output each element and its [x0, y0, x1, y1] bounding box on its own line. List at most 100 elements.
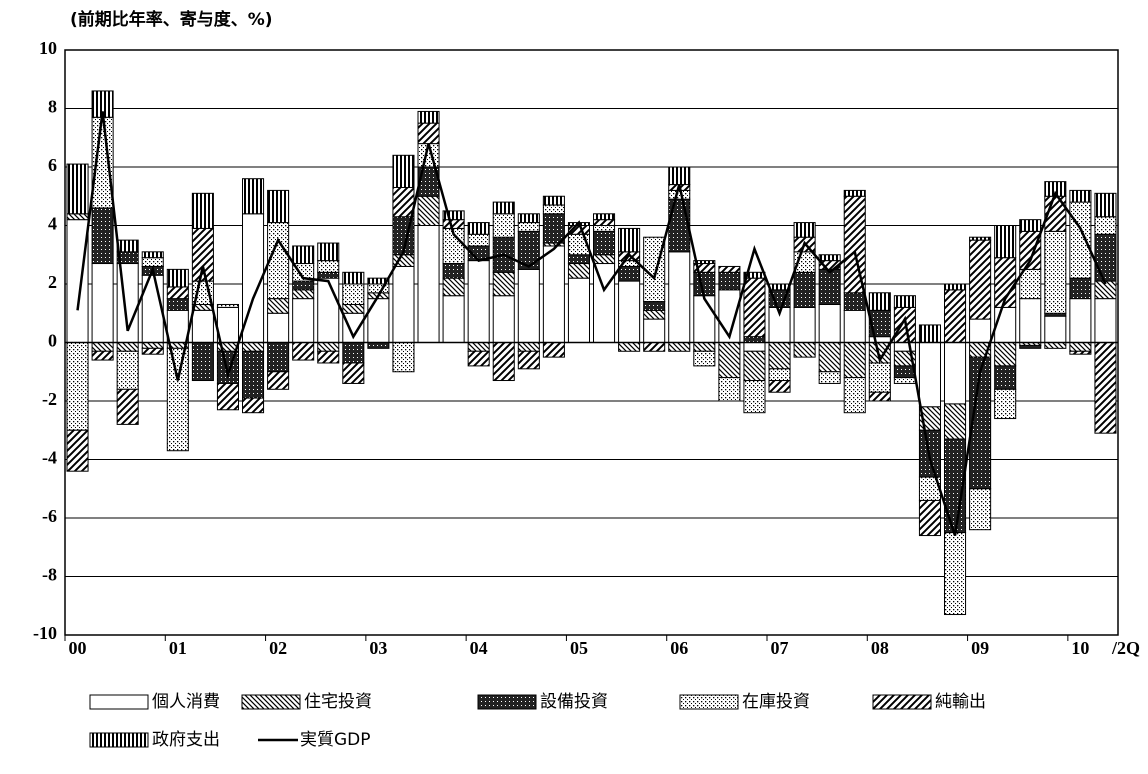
- bar-segment: [768, 368, 791, 382]
- bar-segment: [417, 110, 440, 124]
- bar-segment: [1019, 230, 1042, 270]
- bar-segment: [141, 251, 164, 259]
- x-tick-label: 04: [470, 638, 488, 658]
- bar-segment: [918, 342, 941, 408]
- bar-segment: [517, 268, 540, 343]
- y-tick-label: -6: [42, 506, 57, 526]
- bar-segment: [1044, 230, 1067, 314]
- bar-segment: [918, 499, 941, 537]
- bar-segment: [969, 488, 992, 531]
- bar-segment: [567, 277, 590, 343]
- bar-segment: [1069, 350, 1092, 355]
- y-tick-label: -10: [33, 623, 57, 643]
- bar-segment: [618, 342, 641, 352]
- bar-segment: [718, 377, 741, 402]
- bar-segment: [618, 265, 641, 282]
- x-tick-label: 07: [771, 638, 789, 658]
- bar-segment: [994, 306, 1017, 343]
- bar-segment: [693, 295, 716, 344]
- bar-segment: [442, 277, 465, 297]
- bar-segment: [91, 207, 114, 265]
- bar-segment: [693, 350, 716, 367]
- bar-segment: [66, 213, 89, 221]
- bar-segment: [818, 342, 841, 373]
- bar-segment: [317, 260, 340, 273]
- bar-segment: [868, 292, 891, 311]
- bar-segment: [317, 350, 340, 364]
- bar-segment: [1069, 298, 1092, 343]
- x-tick-label: 05: [570, 638, 588, 658]
- bar-segment: [542, 213, 565, 244]
- bar-segment: [442, 210, 465, 221]
- bar-segment: [1069, 342, 1092, 352]
- bar-segment: [542, 204, 565, 215]
- bar-segment: [216, 382, 239, 411]
- bar-segment: [442, 263, 465, 279]
- bar-segment: [818, 254, 841, 262]
- bar-segment: [292, 245, 315, 265]
- bar-segment: [242, 178, 265, 215]
- bar-segment: [467, 342, 490, 352]
- bar-segment: [593, 254, 616, 265]
- bar-segment: [1019, 219, 1042, 232]
- y-tick-label: -2: [42, 389, 57, 409]
- legend-label: 実質GDP: [300, 730, 371, 750]
- bar-segment: [392, 342, 415, 373]
- bar-segment: [643, 309, 666, 320]
- bar-segment: [918, 324, 941, 344]
- bar-segment: [141, 347, 164, 355]
- bar-segment: [542, 342, 565, 358]
- bar-segment: [868, 336, 891, 343]
- bar-segment: [868, 362, 891, 393]
- bar-segment: [166, 309, 189, 344]
- bar-segment: [743, 277, 766, 338]
- bar-segment: [668, 189, 691, 200]
- bar-segment: [944, 532, 967, 616]
- bar-segment: [517, 213, 540, 224]
- bar-segment: [693, 271, 716, 297]
- bar-segment: [618, 227, 641, 253]
- bar-segment: [1094, 216, 1117, 235]
- bar-segment: [317, 271, 340, 279]
- bar-segment: [1094, 192, 1117, 218]
- bar-segment: [668, 166, 691, 186]
- bar-segment: [317, 277, 340, 343]
- bar-segment: [141, 342, 164, 349]
- bar-segment: [267, 342, 290, 373]
- bar-segment: [1019, 298, 1042, 343]
- legend-swatch: [241, 694, 301, 710]
- bar-segment: [292, 298, 315, 343]
- bar-segment: [467, 350, 490, 367]
- bar-segment: [392, 186, 415, 218]
- bar-segment: [216, 303, 239, 308]
- bar-segment: [1094, 342, 1117, 434]
- bar-segment: [743, 380, 766, 414]
- bar-segment: [1044, 315, 1067, 343]
- bar-segment: [743, 350, 766, 382]
- bar-segment: [267, 189, 290, 224]
- y-tick-label: 0: [48, 331, 57, 351]
- y-tick-label: 2: [48, 272, 57, 292]
- bar-segment: [1044, 342, 1067, 349]
- bar-segment: [492, 213, 515, 238]
- x-tick-label: 03: [369, 638, 387, 658]
- bar-segment: [668, 251, 691, 343]
- bar-segment: [718, 342, 741, 379]
- bar-segment: [417, 122, 440, 145]
- bar-segment: [593, 213, 616, 221]
- bar-segment: [141, 257, 164, 267]
- x-tick-label: 09: [971, 638, 989, 658]
- bar-segment: [643, 318, 666, 344]
- bar-segment: [593, 263, 616, 343]
- bar-segment: [166, 286, 189, 300]
- bar-segment: [166, 298, 189, 311]
- bar-segment: [1069, 277, 1092, 300]
- bar-segment: [292, 342, 315, 361]
- bar-segment: [116, 388, 139, 425]
- bar-segment: [843, 189, 866, 197]
- x-note: /2Q: [1111, 638, 1140, 658]
- bar-segment: [1069, 201, 1092, 279]
- bar-segment: [818, 268, 841, 305]
- x-tick-label: 01: [169, 638, 187, 658]
- bar-segment: [417, 225, 440, 343]
